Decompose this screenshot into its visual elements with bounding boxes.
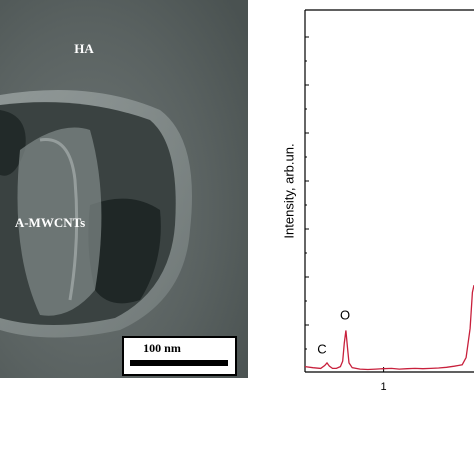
image-label: A-MWCNTs: [15, 215, 85, 230]
spectrum-line: [304, 284, 474, 371]
sem-image: [0, 0, 248, 378]
y-axis-label: Intensity, arb.un.: [281, 143, 296, 238]
axis-ticks: [305, 36, 309, 350]
spectrum: Intensity, arb.un. C O: [281, 9, 474, 373]
image-label: HA: [74, 41, 94, 56]
scale-bar: [130, 360, 228, 366]
peak-label: C: [317, 341, 326, 356]
scale-bar-label: 100 nm: [143, 341, 181, 355]
scale-bar-box: [122, 336, 237, 376]
peak-label: O: [340, 307, 350, 322]
x-tick-label: 1: [381, 381, 387, 393]
